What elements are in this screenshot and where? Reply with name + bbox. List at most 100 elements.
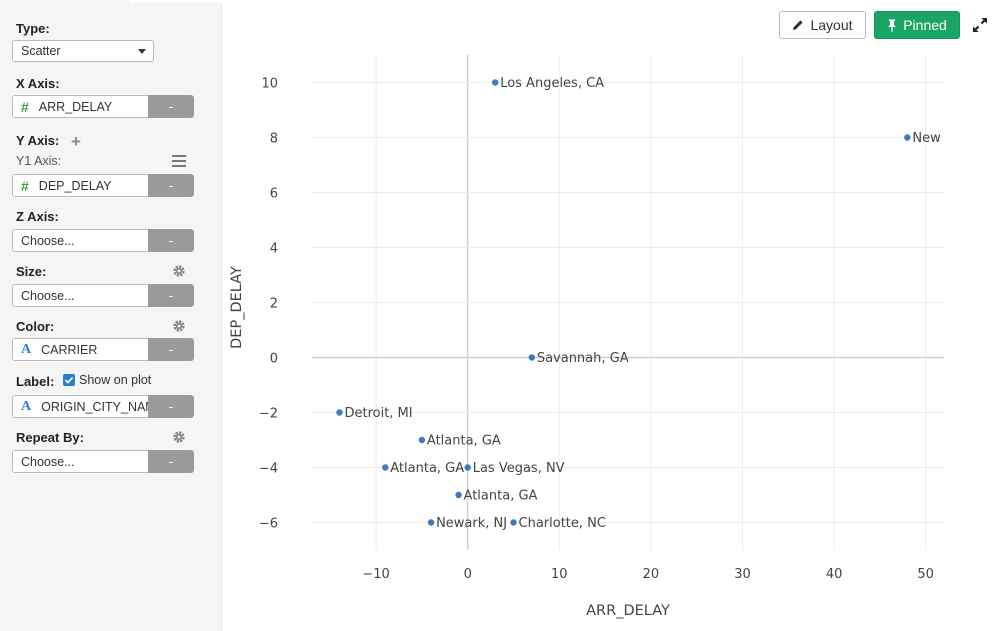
repeat-by-placeholder: Choose...	[21, 454, 75, 469]
data-point-label: Los Angeles, CA	[500, 76, 604, 91]
data-point[interactable]	[528, 354, 536, 361]
gear-icon[interactable]	[172, 264, 186, 278]
x-axis-field[interactable]: # ARR_DELAY -	[12, 95, 194, 118]
label-field[interactable]: A ORIGIN_CITY_NAME -	[12, 395, 194, 418]
pinned-button-label: Pinned	[903, 17, 947, 33]
z-axis-field[interactable]: Choose... -	[12, 229, 194, 252]
gear-icon[interactable]	[172, 319, 186, 333]
data-point[interactable]	[427, 519, 435, 526]
pencil-icon	[793, 20, 804, 30]
pinned-button[interactable]: Pinned	[874, 11, 960, 39]
layout-button[interactable]: Layout	[779, 11, 866, 39]
x-tick-label: 0	[464, 567, 472, 582]
color-label: Color:	[16, 319, 55, 334]
x-axis-remove-button[interactable]: -	[148, 95, 194, 118]
grid-lines	[312, 55, 944, 550]
x-axis-label: X Axis:	[16, 76, 60, 91]
size-column-select[interactable]: Choose...	[12, 284, 148, 307]
color-remove-button[interactable]: -	[148, 338, 194, 361]
data-point[interactable]	[491, 79, 499, 86]
show-on-plot-label: Show on plot	[79, 373, 152, 387]
tick-labels: −10 0 10 20 30 40 50 −6 −4 −2 0 2 4 6 8 10	[259, 77, 934, 583]
scatter-plot: −10 0 10 20 30 40 50 −6 −4 −2 0 2 4 6 8 10 Los Angeles,…	[229, 55, 998, 619]
x-axis-column-select[interactable]: # ARR_DELAY	[12, 95, 148, 118]
chevron-down-icon	[138, 49, 146, 54]
z-axis-column-select[interactable]: Choose...	[12, 229, 148, 252]
label-value: ORIGIN_CITY_NAME	[41, 399, 148, 414]
z-axis-label: Z Axis:	[16, 209, 59, 224]
z-axis-placeholder: Choose...	[21, 233, 75, 248]
add-y-axis-icon[interactable]: +	[71, 132, 81, 151]
y-tick-label: −6	[259, 517, 278, 532]
y-tick-label: 8	[270, 132, 278, 147]
data-point-label: New York, NY	[912, 131, 998, 146]
y-tick-label: −4	[259, 462, 278, 477]
data-point[interactable]	[904, 134, 911, 141]
data-point-label: Las Vegas, NV	[473, 461, 565, 476]
chart-type-value: Scatter	[21, 44, 61, 58]
x-tick-label: 20	[643, 567, 660, 582]
gear-icon[interactable]	[172, 430, 186, 444]
color-field[interactable]: A CARRIER -	[12, 338, 194, 361]
data-point[interactable]	[464, 464, 471, 471]
size-label: Size:	[16, 264, 47, 279]
data-point-label: Atlanta, GA	[464, 489, 538, 504]
color-column-select[interactable]: A CARRIER	[12, 338, 148, 361]
y-tick-label: 0	[270, 352, 278, 367]
label-remove-button[interactable]: -	[148, 395, 194, 418]
repeat-by-remove-button[interactable]: -	[148, 450, 194, 473]
repeat-by-field[interactable]: Choose... -	[12, 450, 194, 473]
y-axis-remove-button[interactable]: -	[148, 174, 194, 197]
x-tick-label: 40	[826, 567, 843, 582]
data-point-label: Newark, NJ	[436, 516, 507, 531]
repeat-by-column-select[interactable]: Choose...	[12, 450, 148, 473]
expand-icon[interactable]	[972, 17, 988, 33]
type-label: Type:	[16, 21, 50, 36]
data-point[interactable]	[418, 436, 426, 444]
y-axis-value: DEP_DELAY	[38, 178, 112, 193]
y-axis-field[interactable]: # DEP_DELAY -	[12, 174, 194, 197]
size-remove-button[interactable]: -	[148, 284, 194, 307]
y-tick-label: 6	[270, 187, 278, 202]
y1-axis-label: Y1 Axis:	[16, 154, 62, 168]
repeat-by-label: Repeat By:	[16, 430, 84, 445]
data-point-label: Savannah, GA	[537, 351, 629, 366]
sidebar-tab-highlight	[130, 0, 222, 3]
x-tick-label: 30	[734, 567, 751, 582]
hamburger-menu-icon[interactable]	[172, 155, 186, 167]
color-value: CARRIER	[41, 342, 98, 357]
data-point[interactable]	[336, 409, 343, 416]
data-point[interactable]	[510, 519, 517, 526]
y-axis-column-select[interactable]: # DEP_DELAY	[12, 174, 148, 197]
x-tick-label: −10	[362, 567, 389, 582]
data-point-label: Detroit, MI	[344, 406, 412, 421]
hash-icon: #	[21, 177, 29, 194]
text-type-icon: A	[21, 341, 32, 357]
data-point[interactable]	[382, 464, 389, 471]
label-column-select[interactable]: A ORIGIN_CITY_NAME	[12, 395, 148, 418]
pin-icon	[888, 19, 897, 32]
show-on-plot-checkbox-row[interactable]: Show on plot	[63, 373, 151, 387]
y-axis-label: Y Axis:	[16, 133, 60, 148]
x-axis-title: ARR_DELAY	[586, 603, 670, 619]
z-axis-remove-button[interactable]: -	[148, 229, 194, 252]
chart-type-select[interactable]: Scatter	[12, 40, 154, 62]
text-type-icon: A	[21, 398, 32, 414]
show-on-plot-checkbox[interactable]	[63, 374, 75, 386]
y-tick-label: 4	[270, 242, 278, 257]
x-tick-label: 10	[551, 567, 568, 582]
y-tick-label: −2	[259, 407, 278, 422]
size-placeholder: Choose...	[21, 288, 75, 303]
data-point[interactable]	[455, 491, 462, 499]
y-tick-label: 10	[261, 77, 278, 92]
chart-settings-sidebar: Type: Scatter X Axis: # ARR_DELAY - Y Ax…	[0, 0, 222, 631]
y-tick-label: 2	[270, 297, 278, 312]
data-point-label: Atlanta, GA	[427, 434, 501, 449]
data-point-label: Charlotte, NC	[519, 516, 606, 531]
y-axis-title: DEP_DELAY	[229, 266, 245, 349]
data-points: Los Angeles, CA New York, NY Savannah, GA D…	[336, 76, 998, 531]
hash-icon: #	[21, 98, 29, 115]
size-field[interactable]: Choose... -	[12, 284, 194, 307]
x-tick-label: 50	[917, 567, 934, 582]
layout-button-label: Layout	[810, 17, 853, 33]
